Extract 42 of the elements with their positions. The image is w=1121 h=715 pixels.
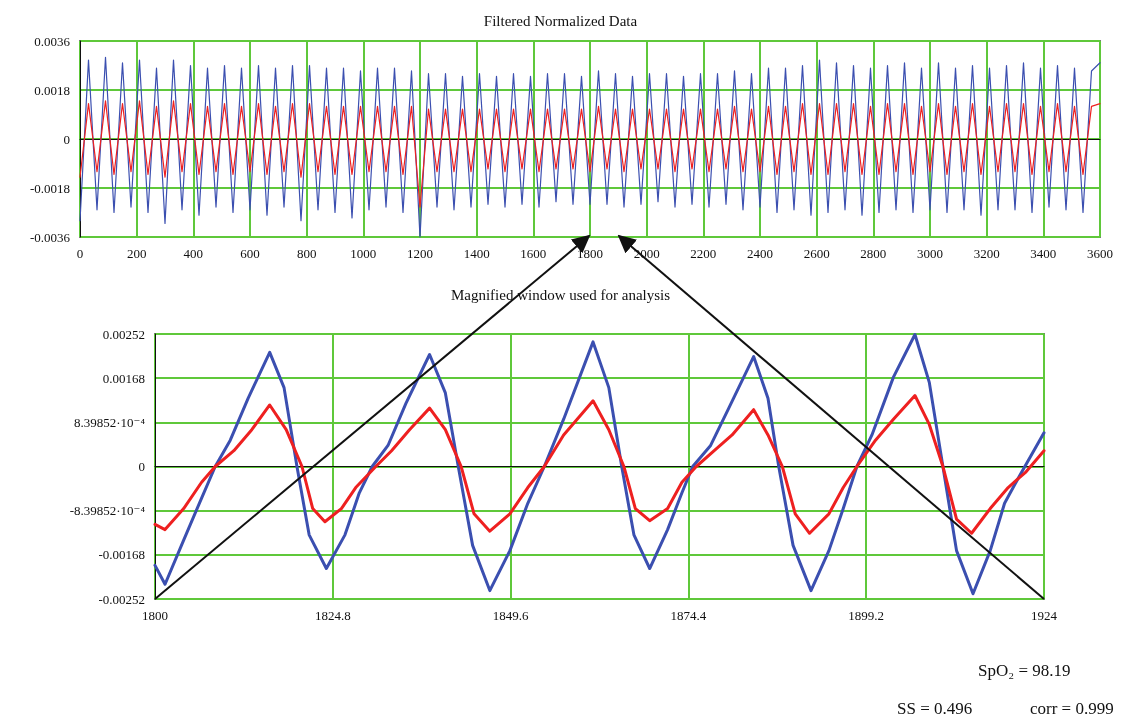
x-tick-label: 800: [296, 246, 317, 261]
line-series: [153, 394, 1046, 535]
x-tick-label: 600: [240, 246, 260, 261]
x-tick-label: 3400: [1030, 246, 1057, 261]
chart-title: Magnified window used for analysis: [450, 286, 671, 303]
line-series: [79, 100, 1101, 208]
x-tick-label: 1600: [520, 246, 547, 261]
y-tick-label: -8.39852·10⁻⁴: [69, 503, 146, 519]
x-tick-label: 2200: [690, 246, 717, 261]
x-tick-label: 1000: [350, 246, 377, 261]
x-tick-label: 400: [183, 246, 204, 261]
y-tick-label: -0.00252: [98, 591, 145, 607]
x-tick-label: 3600: [1087, 246, 1113, 261]
x-tick-label: 1849.6: [492, 608, 529, 623]
x-tick-label: 2800: [860, 246, 887, 261]
x-tick-label: 1800: [142, 608, 168, 623]
x-tick-label: 1200: [407, 246, 433, 261]
chart-title: Filtered Normalized Data: [483, 12, 638, 29]
x-tick-label: 2600: [803, 246, 830, 261]
x-tick-label: 1924: [1031, 608, 1058, 623]
y-tick-label: -0.00168: [98, 547, 145, 563]
x-tick-label: 3000: [917, 246, 943, 261]
y-tick-label: 0.00168: [102, 370, 145, 386]
x-tick-label: 200: [126, 246, 147, 261]
x-tick-label: 1800: [577, 246, 603, 261]
y-tick-label: 0.00252: [102, 326, 145, 342]
y-tick-label: 0.0036: [34, 33, 71, 49]
text: SS = 0.496: [897, 699, 973, 715]
y-tick-label: 0: [138, 459, 145, 474]
text: corr = 0.999: [1030, 699, 1114, 715]
y-tick-label: 8.39852·10⁻⁴: [74, 414, 146, 430]
x-tick-label: 2400: [747, 246, 773, 261]
x-tick-label: 1824.8: [314, 608, 351, 623]
text: SpO₂ = 98.19: [978, 661, 1071, 680]
y-tick-label: 0.0018: [34, 82, 70, 98]
y-tick-label: -0.0018: [29, 180, 70, 196]
x-tick-label: 3200: [973, 246, 1000, 261]
y-tick-label: 0: [63, 131, 70, 147]
x-tick-label: 1899.2: [848, 608, 885, 623]
x-tick-label: 1874.4: [670, 608, 707, 623]
x-tick-label: 1400: [463, 246, 490, 261]
y-tick-label: -0.0036: [29, 229, 71, 245]
